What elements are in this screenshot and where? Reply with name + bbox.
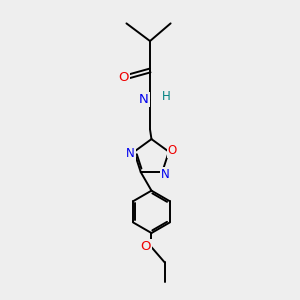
Text: N: N [126,147,135,160]
Text: O: O [168,144,177,157]
Text: O: O [140,240,151,253]
Text: O: O [118,71,129,84]
Text: N: N [161,168,170,181]
Text: H: H [162,90,171,103]
Text: N: N [139,93,148,106]
